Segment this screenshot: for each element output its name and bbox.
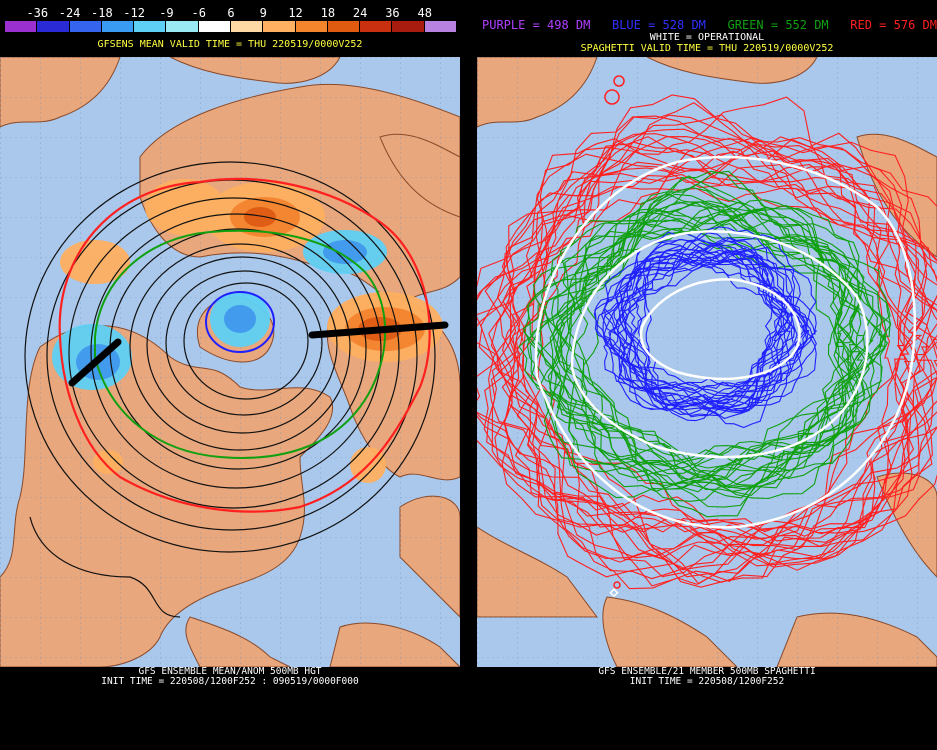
spaghetti-line <box>603 249 792 412</box>
scale-swatch <box>327 21 361 32</box>
scale-swatch <box>101 21 135 32</box>
spaghetti-line <box>486 159 937 588</box>
scale-swatch <box>37 21 70 32</box>
spaghetti-line <box>596 249 809 412</box>
scale-tick-label: 48 <box>417 6 432 20</box>
legend-operational: WHITE = OPERATIONAL <box>649 32 765 43</box>
spaghetti-line <box>551 193 852 485</box>
spaghetti-line <box>594 251 795 397</box>
legend-green: GREEN = 552 DM <box>727 18 829 32</box>
contour-576dm <box>58 177 431 513</box>
operational-contours <box>534 155 917 529</box>
spaghetti-line <box>549 170 865 493</box>
spaghetti-panel: PURPLE = 498 DM BLUE = 528 DM GREEN = 55… <box>477 0 937 750</box>
scale-tick-label: 6 <box>227 6 235 20</box>
trough-axis-east <box>308 321 449 339</box>
spaghetti-line <box>484 94 937 567</box>
spaghetti-line <box>488 96 937 578</box>
spaghetti-line <box>624 245 817 429</box>
spaghetti-line <box>497 137 937 590</box>
legend-blue: BLUE = 528 DM <box>611 18 706 32</box>
scale-tick-label: -36 <box>26 6 49 20</box>
spaghetti-line <box>609 244 795 422</box>
spaghetti-line <box>529 201 887 492</box>
right-footer-init: INIT TIME = 220508/1200F252 <box>629 676 785 687</box>
scale-swatch <box>392 21 425 32</box>
spaghetti-line <box>503 115 937 560</box>
spaghetti-line <box>480 132 937 568</box>
contour-552dm <box>94 229 387 459</box>
spaghetti-line <box>603 253 784 410</box>
legend-red: RED = 576 DM <box>850 18 937 32</box>
ensemble-mean-map <box>0 57 460 667</box>
scale-tick-label: 18 <box>320 6 336 20</box>
left-footer-init: INIT TIME = 220508/1200F252 : 090519/000… <box>101 676 359 687</box>
left-footer-title: GFS ENSEMBLE MEAN/ANOM 500MB HGT <box>138 666 322 677</box>
spaghetti-line <box>477 114 937 583</box>
scale-tick-label: 9 <box>259 6 267 20</box>
right-valid-time-title: SPAGHETTI VALID TIME = THU 220519/0000V2… <box>580 43 834 54</box>
scale-swatch <box>198 21 231 32</box>
spaghetti-line <box>618 262 789 418</box>
legend-purple: PURPLE = 498 DM <box>482 18 591 32</box>
scale-tick-label: 24 <box>352 6 368 20</box>
spaghetti-map <box>477 57 937 667</box>
scale-swatch <box>230 21 264 32</box>
left-valid-time-title: GFSENS MEAN VALID TIME = THU 220519/0000… <box>97 39 363 50</box>
spaghetti-576dm <box>477 94 937 590</box>
contour-528dm <box>205 291 275 353</box>
trough-axis-west <box>68 338 122 387</box>
contour-legend: PURPLE = 498 DM BLUE = 528 DM GREEN = 55… <box>482 18 937 32</box>
spaghetti-line <box>603 226 808 407</box>
spaghetti-line <box>642 234 799 392</box>
ensemble-mean-panel: -36 -24 -18 -12 -9 -6 6 9 12 18 24 36 48 GFSENS MEAN… <box>0 0 460 750</box>
scale-swatch <box>295 21 328 32</box>
spaghetti-line <box>552 170 886 499</box>
spaghetti-line <box>613 262 778 411</box>
height-contours <box>24 161 436 618</box>
scale-swatch <box>263 21 296 32</box>
spaghetti-line <box>602 242 810 417</box>
spaghetti-line <box>477 161 937 560</box>
scale-tick-label: -9 <box>159 6 174 20</box>
scale-swatch <box>166 21 199 32</box>
spaghetti-line <box>539 201 875 492</box>
right-footer-title: GFS ENSEMBLE/21 MEMBER 500MB SPAGHETTI <box>598 666 816 677</box>
scale-swatch <box>360 21 393 32</box>
spaghetti-line <box>581 201 860 481</box>
scale-tick-label: -24 <box>58 6 81 20</box>
scale-tick-label: 12 <box>288 6 303 20</box>
scale-swatch <box>134 21 167 32</box>
scale-tick-label: 36 <box>385 6 400 20</box>
small-markers <box>604 75 625 598</box>
spaghetti-line <box>556 206 889 488</box>
scale-tick-label: -12 <box>123 6 145 20</box>
scale-tick-label: -6 <box>191 6 206 20</box>
anomaly-color-scale <box>5 21 457 32</box>
spaghetti-528dm <box>593 226 818 429</box>
scale-swatch <box>5 21 38 32</box>
spaghetti-line <box>625 242 791 404</box>
anomaly-scale-labels: -36 -24 -18 -12 -9 -6 6 9 12 18 24 36 48 <box>0 6 460 20</box>
scale-swatch <box>424 21 457 32</box>
spaghetti-line <box>532 193 870 469</box>
spaghetti-line <box>488 114 928 580</box>
spaghetti-line <box>477 136 937 560</box>
scale-swatch <box>69 21 102 32</box>
scale-tick-label: -18 <box>91 6 113 20</box>
